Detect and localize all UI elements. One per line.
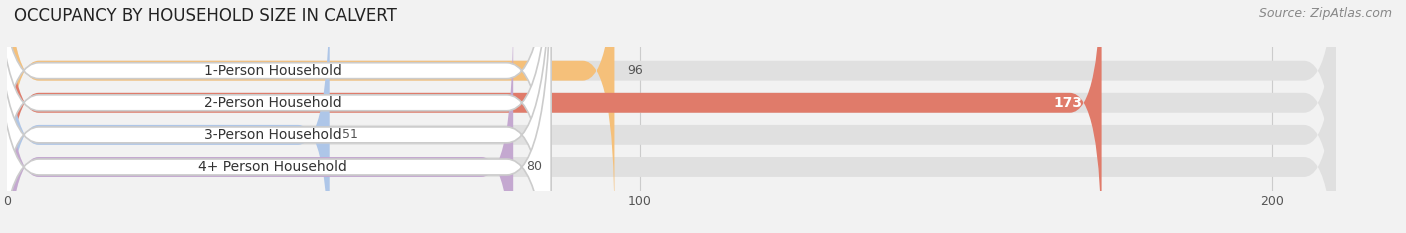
Text: 96: 96	[627, 64, 643, 77]
FancyBboxPatch shape	[0, 0, 551, 233]
Text: OCCUPANCY BY HOUSEHOLD SIZE IN CALVERT: OCCUPANCY BY HOUSEHOLD SIZE IN CALVERT	[14, 7, 396, 25]
FancyBboxPatch shape	[7, 0, 1336, 221]
FancyBboxPatch shape	[7, 0, 1336, 233]
FancyBboxPatch shape	[0, 0, 551, 233]
FancyBboxPatch shape	[7, 0, 1336, 233]
FancyBboxPatch shape	[7, 0, 329, 233]
FancyBboxPatch shape	[7, 0, 1102, 233]
Text: 3-Person Household: 3-Person Household	[204, 128, 342, 142]
FancyBboxPatch shape	[7, 16, 513, 233]
FancyBboxPatch shape	[7, 0, 614, 221]
FancyBboxPatch shape	[0, 0, 551, 233]
Text: 173: 173	[1053, 96, 1083, 110]
Text: 80: 80	[526, 161, 541, 174]
Text: 1-Person Household: 1-Person Household	[204, 64, 342, 78]
Text: 51: 51	[343, 128, 359, 141]
Text: 4+ Person Household: 4+ Person Household	[198, 160, 347, 174]
FancyBboxPatch shape	[0, 0, 551, 233]
Text: Source: ZipAtlas.com: Source: ZipAtlas.com	[1258, 7, 1392, 20]
Text: 2-Person Household: 2-Person Household	[204, 96, 342, 110]
FancyBboxPatch shape	[7, 16, 1336, 233]
